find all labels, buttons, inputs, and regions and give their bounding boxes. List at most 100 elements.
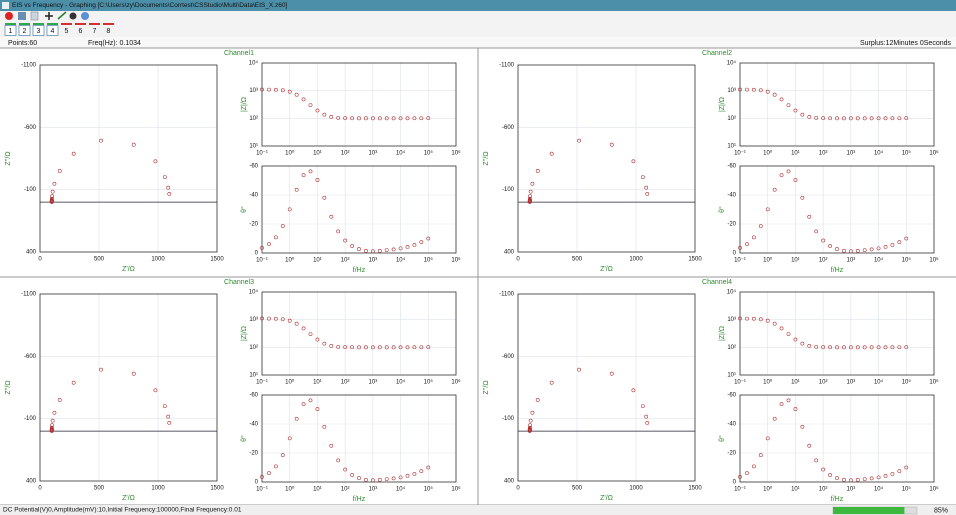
y-axis-label: θ° xyxy=(240,206,248,213)
phase-point xyxy=(904,236,909,241)
y-tick-label: 10¹ xyxy=(249,144,258,150)
magnitude-point xyxy=(391,116,396,121)
magnitude-point xyxy=(357,345,361,350)
magnitude-point xyxy=(329,343,334,348)
x-tick-label: 10² xyxy=(819,258,828,264)
magnitude-point xyxy=(738,316,742,321)
magnitude-point xyxy=(765,318,770,323)
y-tick-label: 0 xyxy=(255,251,259,257)
stop-button[interactable] xyxy=(5,12,13,20)
magnitude-point xyxy=(821,116,826,121)
nyquist-point xyxy=(645,191,650,196)
phase-point xyxy=(800,424,805,429)
channel-button[interactable] xyxy=(18,25,31,36)
x-tick-label: 10⁻¹ xyxy=(734,151,746,157)
magnitude-point xyxy=(751,87,756,92)
channel-button-label[interactable]: 8 xyxy=(107,28,111,35)
x-tick-label: 10³ xyxy=(847,380,856,386)
x-tick-label: 10³ xyxy=(369,380,378,386)
phase-point xyxy=(779,173,784,178)
x-tick-label: 10⁰ xyxy=(285,486,295,493)
x-tick-label: 10² xyxy=(341,380,350,386)
channel-tab xyxy=(47,23,58,25)
plot-frame xyxy=(261,62,457,147)
x-tick-label: 10⁴ xyxy=(874,379,884,386)
channel-button[interactable] xyxy=(32,25,45,36)
channel-button-label[interactable]: 6 xyxy=(79,28,83,35)
channel-tab xyxy=(19,23,30,25)
plot-frame xyxy=(739,165,935,254)
magnitude-point xyxy=(807,114,812,119)
x-tick-label: 1000 xyxy=(151,486,165,492)
copy-button[interactable] xyxy=(30,11,39,21)
x-tick-label: 10¹ xyxy=(791,487,800,493)
y-axis-label: Z''/Ω xyxy=(483,151,490,165)
phase-point xyxy=(294,187,299,192)
x-tick-label: 0 xyxy=(516,257,520,263)
phase-point xyxy=(738,475,742,479)
magnitude-point xyxy=(370,345,375,350)
y-axis-label: θ° xyxy=(718,435,726,442)
nyquist-point xyxy=(577,138,581,143)
channel-button-label[interactable]: 3 xyxy=(37,28,41,35)
x-tick-label: 10² xyxy=(819,487,828,493)
magnitude-point xyxy=(301,97,306,102)
marker-button[interactable] xyxy=(69,12,77,20)
x-axis-label: Z'/Ω xyxy=(600,495,613,502)
nyquist-point xyxy=(640,175,645,179)
x-tick-label: 0 xyxy=(38,257,42,263)
crosshair-button[interactable] xyxy=(45,12,53,20)
magnitude-point xyxy=(793,108,798,113)
phase-point xyxy=(835,247,839,251)
window-title: EIS vs Frequency - Graphing [C:\Users\zy… xyxy=(12,2,287,9)
phase-point xyxy=(364,477,368,482)
plot-frame xyxy=(261,291,457,376)
plot-frame xyxy=(517,293,696,482)
magnitude-point xyxy=(357,116,361,121)
y-tick-label: -40 xyxy=(249,422,258,428)
zoom-button[interactable] xyxy=(57,11,67,20)
magnitude-point xyxy=(855,116,860,121)
x-tick-label: 10⁶ xyxy=(929,257,939,264)
x-axis-label: f/Hz xyxy=(831,267,844,274)
nyquist-point xyxy=(71,151,76,156)
channel-button-label[interactable]: 1 xyxy=(9,28,13,35)
magnitude-point xyxy=(377,116,382,121)
nyquist-point xyxy=(640,404,645,408)
x-tick-label: 10⁻¹ xyxy=(256,380,268,386)
x-tick-label: 500 xyxy=(94,257,105,263)
phase-point xyxy=(370,249,375,254)
x-tick-label: 10⁵ xyxy=(424,486,434,493)
phase-point xyxy=(751,235,756,240)
magnitude-point xyxy=(758,88,763,93)
x-tick-label: 10³ xyxy=(847,151,856,157)
channel-tab xyxy=(75,23,86,25)
channel-button-label[interactable]: 4 xyxy=(51,28,55,35)
x-tick-label: 10⁰ xyxy=(763,257,773,264)
channel-button[interactable] xyxy=(4,25,17,36)
y-tick-label: 10¹ xyxy=(727,373,736,379)
channel-button-label[interactable]: 7 xyxy=(93,28,97,35)
x-tick-label: 10⁰ xyxy=(763,379,773,386)
x-axis-label: Z'/Ω xyxy=(122,495,135,502)
magnitude-point xyxy=(897,116,902,121)
channel-button-label[interactable]: 2 xyxy=(23,28,27,35)
status-bar xyxy=(0,505,956,515)
x-tick-label: 10⁶ xyxy=(451,379,461,386)
progress-label: 85% xyxy=(934,507,948,514)
phase-point xyxy=(336,458,341,463)
nyquist-point xyxy=(162,404,167,408)
x-tick-label: 10⁰ xyxy=(285,150,295,157)
magnitude-point xyxy=(828,345,832,350)
channel-button-label[interactable]: 5 xyxy=(65,28,69,35)
magnitude-point xyxy=(842,345,846,350)
magnitude-point xyxy=(876,116,881,121)
help-button[interactable] xyxy=(81,12,89,20)
phase-point xyxy=(904,465,909,470)
x-tick-label: 1500 xyxy=(210,486,224,492)
magnitude-point xyxy=(287,318,292,323)
print-button[interactable] xyxy=(18,12,26,20)
channel-tab xyxy=(33,23,44,25)
phase-point xyxy=(308,398,313,403)
channel-button[interactable] xyxy=(46,25,59,36)
